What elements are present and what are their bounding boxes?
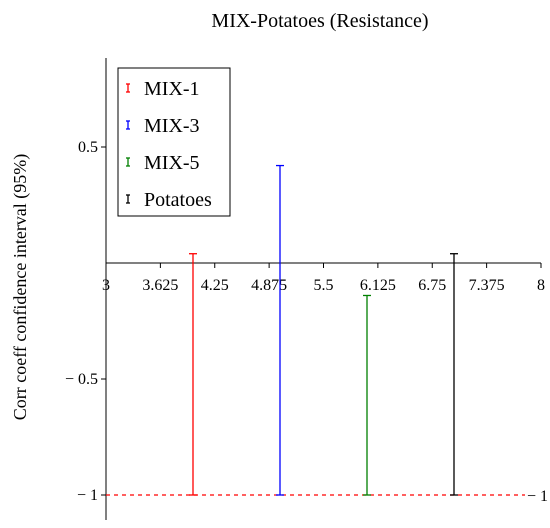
y-axis-label: Corr coeff confidence interval (95%) bbox=[10, 154, 31, 421]
legend-label: MIX-3 bbox=[144, 115, 200, 137]
x-tick-label: 6.125 bbox=[360, 277, 396, 294]
x-tick-label: 7.375 bbox=[469, 277, 505, 294]
y-tick-label: − 1 bbox=[77, 487, 98, 504]
chart-title: MIX-Potatoes (Resistance) bbox=[211, 10, 428, 32]
y-tick-label: 0.5 bbox=[78, 139, 98, 156]
legend-box bbox=[117, 67, 231, 217]
legend-label: MIX-1 bbox=[144, 78, 200, 100]
x-tick-label: 6.75 bbox=[418, 277, 446, 294]
x-tick-label: 8 bbox=[537, 277, 545, 294]
x-tick-label: 3.625 bbox=[142, 277, 178, 294]
x-tick-label: 5.5 bbox=[314, 277, 334, 294]
legend-label: Potatoes bbox=[144, 189, 212, 211]
plot-area: 3 3.625 4.25 4.875 5.5 6.125 6.75 7.375 8 0.5 − 0.… bbox=[65, 58, 548, 520]
x-tick-label: 4.875 bbox=[251, 277, 287, 294]
y-tick-label: − 0.5 bbox=[65, 371, 98, 388]
x-tick-label: 3 bbox=[102, 277, 110, 294]
x-tick-label: 4.25 bbox=[201, 277, 229, 294]
reference-line-label: − 1 bbox=[527, 488, 548, 505]
legend-label: MIX-5 bbox=[144, 152, 200, 174]
